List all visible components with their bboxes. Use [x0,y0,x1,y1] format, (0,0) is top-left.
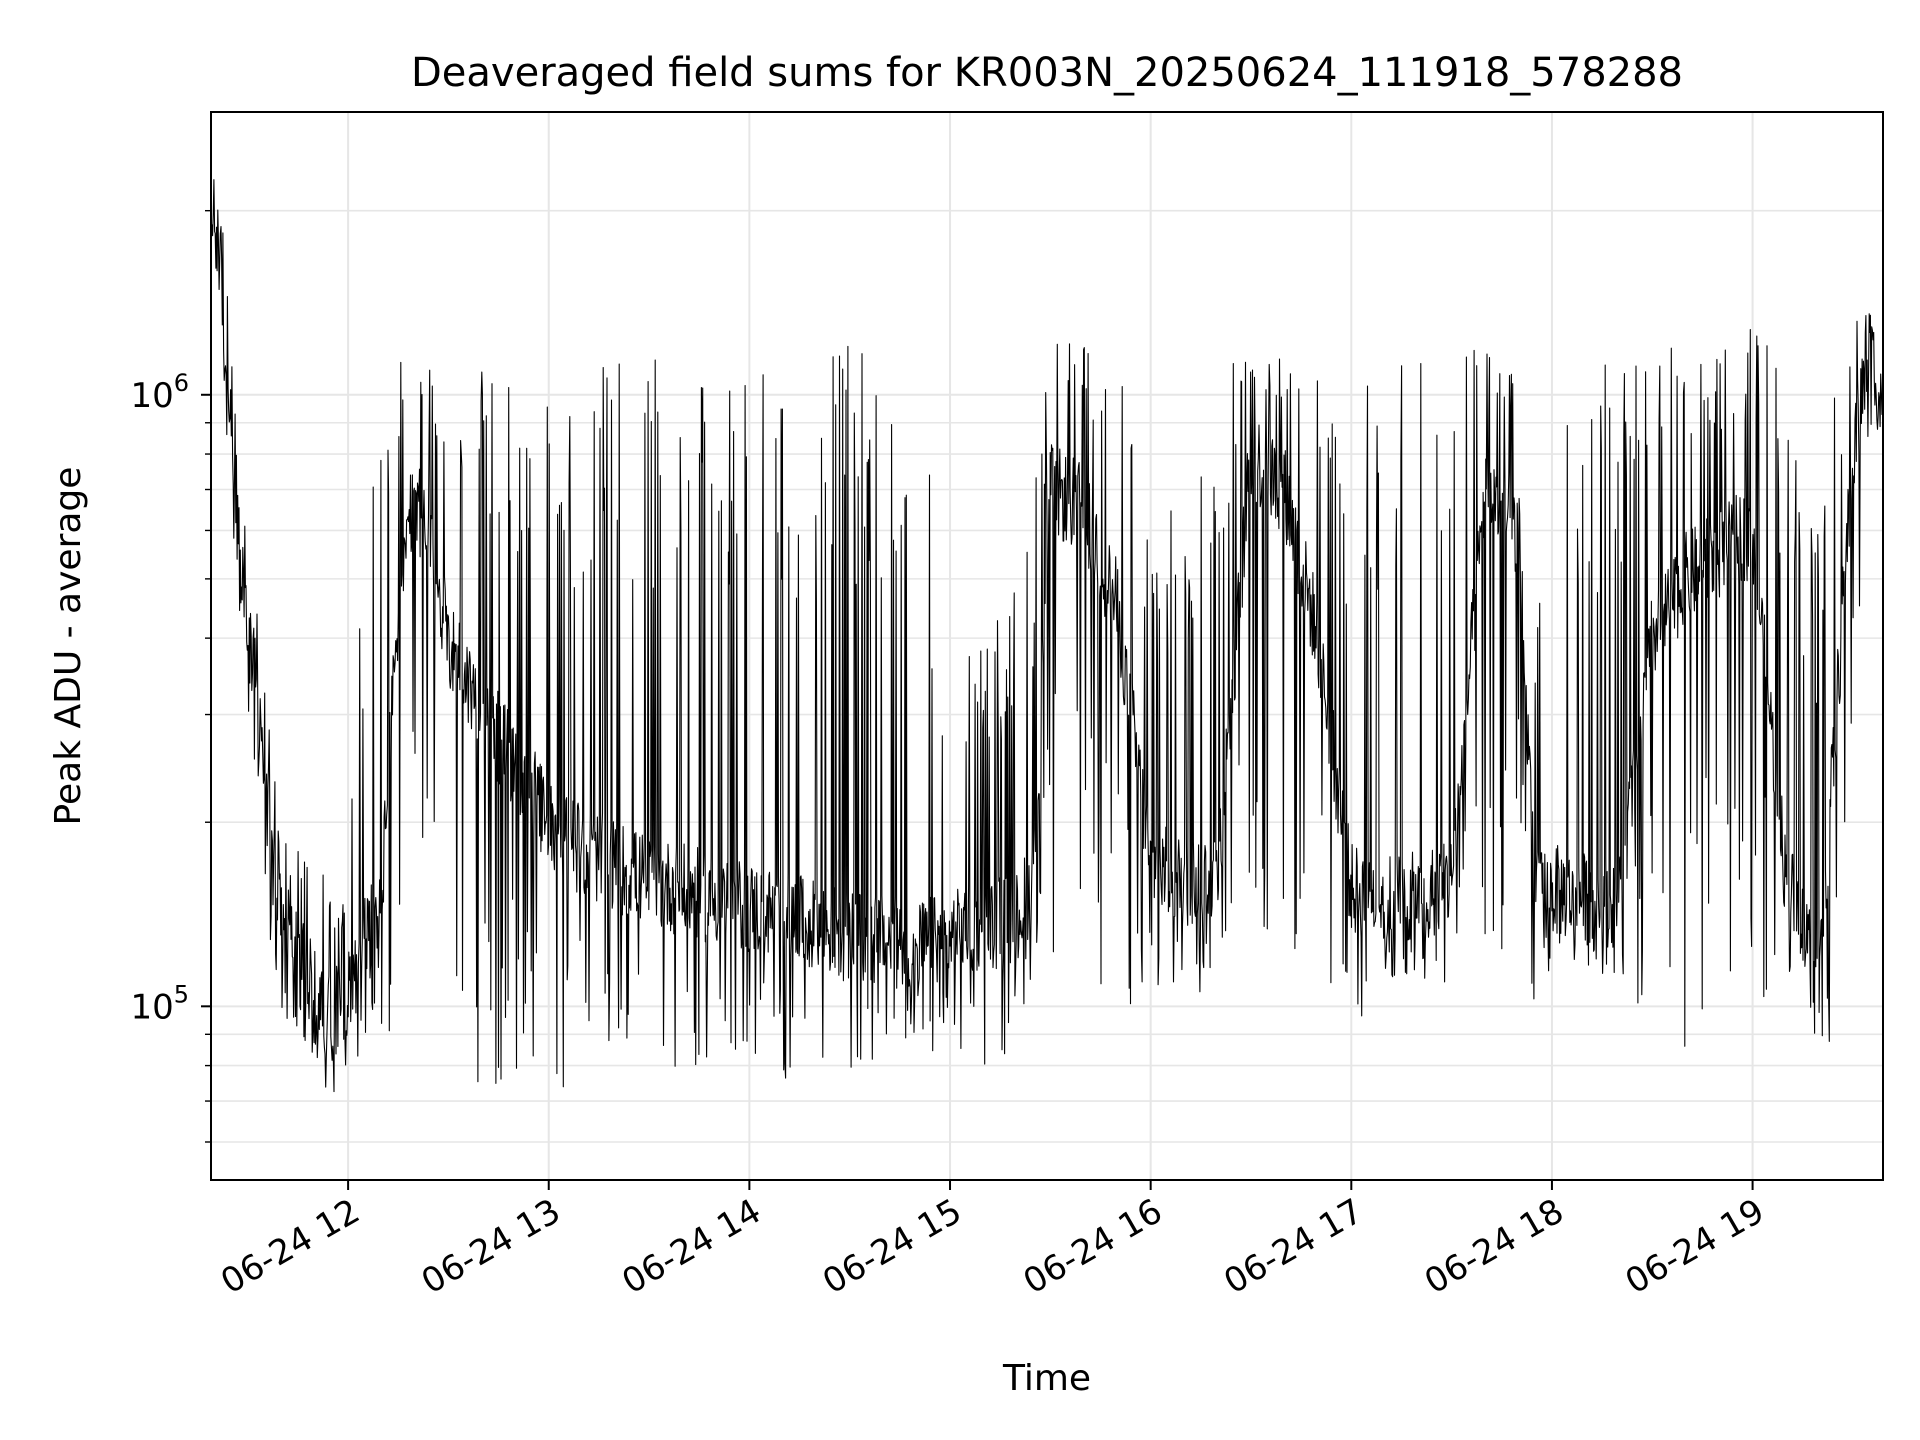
y-tick-base: 10 [130,376,173,416]
y-tick-exponent: 6 [174,369,189,397]
y-tick-base: 10 [130,987,173,1027]
plot-frame [210,111,1884,1181]
y-axis-label: Peak ADU - average [48,467,89,826]
series-line [211,179,1883,1093]
y-tick-label: 106 [130,369,189,416]
series-line-path [211,179,1883,1093]
y-tick-label: 105 [130,980,189,1027]
chart-title: Deaveraged field sums for KR003N_2025062… [411,50,1683,96]
x-axis-label: Time [1002,1358,1091,1399]
y-tick-exponent: 5 [174,980,189,1008]
